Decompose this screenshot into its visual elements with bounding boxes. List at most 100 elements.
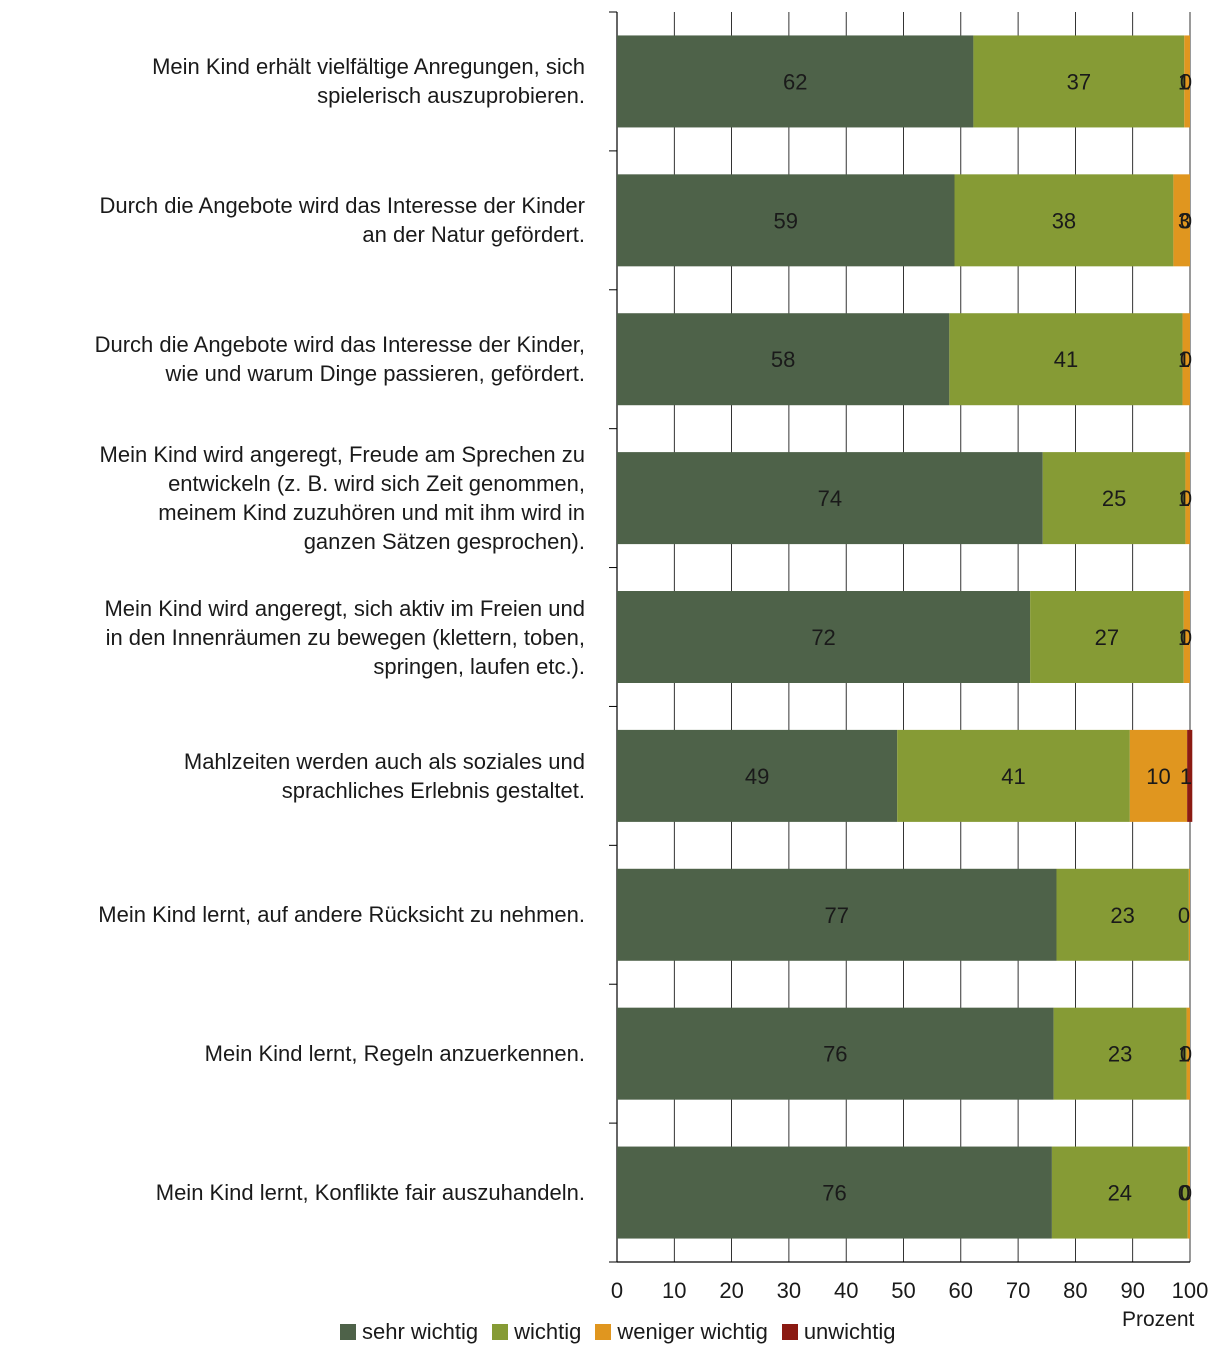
bar-value-label: 0: [1178, 1181, 1190, 1206]
bar-value-label: 0: [1180, 208, 1192, 233]
category-label: Mein Kind lernt, Konflikte fair auszuhan…: [8, 1178, 585, 1207]
x-tick-label: 20: [719, 1278, 743, 1303]
category-label-line: Mein Kind lernt, Konflikte fair auszuhan…: [155, 1180, 585, 1206]
x-tick-label: 70: [1006, 1278, 1030, 1303]
bar-weniger-wichtig: [1184, 35, 1190, 128]
bar-sehr-wichtig: [617, 729, 898, 822]
bar-value-label: 1: [1178, 625, 1190, 650]
bar-value-label: 1: [1178, 347, 1190, 372]
bar-value-label: 0: [1180, 1042, 1192, 1067]
legend-swatch: [781, 1324, 798, 1340]
category-label: Mein Kind wird angeregt, sich aktiv im F…: [8, 594, 585, 681]
bar-value-label: 25: [1102, 486, 1126, 511]
bar-weniger-wichtig: [1186, 1007, 1190, 1100]
bar-sehr-wichtig: [617, 174, 955, 267]
x-axis-label: Prozent: [1122, 1308, 1195, 1331]
category-label-line: spielerisch auszuprobieren.: [317, 83, 585, 109]
bar-value-label: 0: [1180, 625, 1192, 650]
category-label: Mein Kind erhält vielfältige Anregungen,…: [8, 52, 585, 110]
category-label: Mein Kind wird angeregt, Freude am Sprec…: [8, 440, 585, 556]
category-label-line: Mein Kind lernt, auf andere Rücksicht zu…: [98, 902, 585, 928]
x-tick-label: 30: [777, 1278, 801, 1303]
category-label-line: in den Innenräumen zu bewegen (klettern,…: [105, 624, 585, 650]
category-label: Durch die Angebote wird das Interesse de…: [8, 330, 585, 388]
x-tick-label: 80: [1063, 1278, 1087, 1303]
bar-wichtig: [954, 174, 1174, 267]
bar-weniger-wichtig: [1183, 591, 1190, 683]
bar-value-label: 1: [1178, 69, 1190, 94]
legend-item: unwichtig: [781, 1319, 896, 1345]
bar-value-label: 0: [1180, 69, 1192, 94]
bar-value-label: 0: [1178, 903, 1190, 928]
category-label: Mahlzeiten werden auch als soziales und s…: [8, 747, 585, 805]
bar-value-label: 37: [1067, 69, 1091, 94]
category-label-line: sprachliches Erlebnis gestaltet.: [281, 777, 585, 803]
bar-value-label: 1: [1178, 486, 1190, 511]
category-label-line: Mahlzeiten werden auch als soziales und: [183, 748, 585, 774]
bar-value-label: 23: [1110, 903, 1134, 928]
bar-value-label: 1: [1180, 764, 1192, 789]
bar-value-label: 0: [1180, 486, 1192, 511]
bar-value-label: 24: [1108, 1181, 1132, 1206]
x-tick-label: 10: [662, 1278, 686, 1303]
bar-wichtig: [949, 313, 1183, 406]
category-label-line: Durch die Angebote wird das Interesse de…: [99, 193, 585, 219]
bar-value-label: 59: [774, 208, 798, 233]
bar-weniger-wichtig: [1129, 729, 1188, 822]
bar-wichtig: [897, 729, 1130, 822]
category-label-line: Mein Kind lernt, Regeln anzuerkennen.: [204, 1041, 585, 1067]
x-tick-label: 100: [1172, 1278, 1209, 1303]
category-label: Mein Kind lernt, auf andere Rücksicht zu…: [8, 900, 585, 929]
bar-sehr-wichtig: [617, 1146, 1052, 1239]
x-tick-label: 0: [611, 1278, 623, 1303]
bar-wichtig: [1051, 1146, 1188, 1239]
bar-wichtig: [1042, 452, 1186, 545]
category-label-line: wie und warum Dinge passieren, gefördert…: [165, 361, 585, 387]
bar-value-label: 0: [1180, 1181, 1192, 1206]
legend-swatch: [595, 1324, 612, 1340]
category-label-line: an der Natur gefördert.: [362, 222, 585, 248]
bar-value-label: 27: [1095, 625, 1119, 650]
x-tick-label: 40: [834, 1278, 858, 1303]
bar-value-label: 77: [825, 903, 849, 928]
bar-weniger-wichtig: [1188, 868, 1190, 961]
x-tick-label: 50: [891, 1278, 915, 1303]
bar-value-label: 3: [1178, 208, 1190, 233]
legend-item: sehr wichtig: [340, 1319, 478, 1345]
bar-sehr-wichtig: [617, 35, 974, 128]
legend-label: weniger wichtig: [617, 1319, 768, 1344]
category-label-line: Mein Kind wird angeregt, sich aktiv im F…: [104, 595, 585, 621]
category-label-line: meinem Kind zuzuhören und mit ihm wird i…: [158, 500, 585, 526]
x-tick-label: 90: [1120, 1278, 1144, 1303]
category-label-line: ganzen Sätzen gesprochen).: [303, 529, 585, 555]
bar-value-label: 58: [771, 347, 795, 372]
bar-value-label: 49: [745, 764, 769, 789]
category-label: Mein Kind lernt, Regeln anzuerkennen.: [8, 1039, 585, 1068]
bar-sehr-wichtig: [617, 868, 1057, 961]
bar-value-label: 38: [1052, 208, 1076, 233]
bar-value-label: 62: [783, 69, 807, 94]
bar-value-label: 10: [1146, 764, 1170, 789]
legend-item: weniger wichtig: [595, 1319, 768, 1345]
bar-value-label: 23: [1108, 1042, 1132, 1067]
legend-label: sehr wichtig: [362, 1319, 479, 1344]
bar-sehr-wichtig: [617, 1007, 1054, 1100]
bar-value-label: 72: [811, 625, 835, 650]
legend-swatch: [340, 1324, 356, 1340]
bar-value-label: 1: [1178, 1042, 1190, 1067]
legend-swatch: [492, 1324, 509, 1340]
x-tick-label: 60: [949, 1278, 973, 1303]
legend-label: unwichtig: [803, 1319, 896, 1344]
bar-value-label: 76: [823, 1042, 847, 1067]
category-label-line: entwickeln (z. B. wird sich Zeit genomme…: [168, 471, 585, 497]
category-label-line: Mein Kind wird angeregt, Freude am Sprec…: [99, 442, 585, 468]
bar-weniger-wichtig: [1185, 452, 1190, 545]
bar-wichtig: [973, 35, 1185, 128]
bar-value-label: 74: [818, 486, 842, 511]
bar-wichtig: [1056, 868, 1189, 961]
bar-wichtig: [1053, 1007, 1187, 1100]
legend: sehr wichtig wichtig weniger wichtig unwich…: [340, 1319, 910, 1345]
legend-label: wichtig: [514, 1319, 582, 1344]
